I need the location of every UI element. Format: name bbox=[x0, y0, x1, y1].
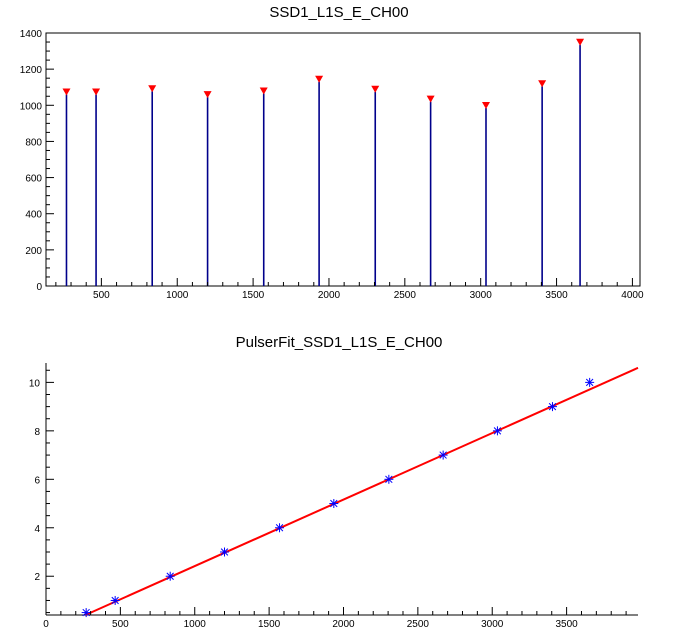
fit-data-point bbox=[384, 474, 394, 484]
spectrum-peak-marker bbox=[148, 85, 157, 93]
fit-x-tick-label: 1500 bbox=[258, 619, 281, 630]
fit-panel: PulserFit_SSD1_L1S_E_CH00 0 500 1000 1500 20… bbox=[29, 334, 639, 630]
spectrum-y-tick-label: 400 bbox=[25, 210, 42, 221]
spectrum-x-tick-label: 4000 bbox=[621, 290, 644, 301]
spectrum-title: SSD1_L1S_E_CH00 bbox=[269, 4, 408, 21]
fit-data-point bbox=[219, 547, 229, 557]
spectrum-peak-marker bbox=[482, 101, 490, 109]
fit-x-tick-label: 3500 bbox=[555, 619, 578, 630]
fit-point-stroke bbox=[385, 475, 393, 484]
fit-x-tick-label: 1000 bbox=[184, 619, 207, 630]
spectrum-peak-marker bbox=[371, 85, 380, 93]
spectrum-y-tick-label: 1200 bbox=[20, 65, 43, 76]
fit-point-stroke bbox=[548, 402, 557, 411]
spectrum-x-tick-label: 3000 bbox=[470, 290, 493, 301]
fit-x-tick-label: 2500 bbox=[407, 619, 430, 630]
spectrum-y-tick-label: 600 bbox=[25, 174, 42, 185]
spectrum-peak-marker bbox=[576, 38, 585, 46]
fit-point-stroke bbox=[493, 427, 502, 435]
spectrum-marks bbox=[62, 38, 585, 286]
fit-x-tick-label: 2000 bbox=[332, 619, 355, 630]
fit-point-stroke bbox=[439, 451, 447, 459]
fit-y-tick-label: 6 bbox=[34, 475, 40, 486]
fit-x-tick-label: 500 bbox=[112, 619, 129, 630]
fit-data-point bbox=[81, 608, 91, 618]
fit-data-point bbox=[275, 523, 285, 533]
fit-line bbox=[85, 366, 639, 616]
spectrum-x-tick-label: 3500 bbox=[545, 290, 568, 301]
spectrum-peak-marker bbox=[538, 80, 547, 88]
spectrum-x-tick-label: 2500 bbox=[394, 290, 417, 301]
fit-data-point bbox=[547, 402, 557, 412]
spectrum-peak-marker bbox=[92, 88, 101, 96]
spectrum-peak-marker bbox=[259, 87, 268, 95]
fit-data-point bbox=[329, 499, 339, 509]
spectrum-y-tick-label: 0 bbox=[36, 282, 42, 293]
fit-title: PulserFit_SSD1_L1S_E_CH00 bbox=[236, 334, 443, 351]
spectrum-y-tick-label: 1000 bbox=[20, 101, 43, 112]
fit-x-tick-label: 0 bbox=[43, 619, 49, 630]
spectrum-peak-marker bbox=[203, 91, 212, 99]
spectrum-y-tick-label: 200 bbox=[25, 246, 42, 257]
spectrum-peak-marker bbox=[62, 88, 71, 96]
fit-point-stroke bbox=[330, 499, 338, 508]
spectrum-frame bbox=[45, 32, 641, 287]
spectrum-panel: SSD1_L1S_E_CH00 500 1000 1500 2000 2500 3000 3… bbox=[20, 4, 644, 301]
spectrum-x-tick-label: 1000 bbox=[166, 290, 189, 301]
spectrum-x-tick-label: 1500 bbox=[242, 290, 265, 301]
fit-data-point bbox=[110, 595, 120, 605]
spectrum-y-tick-label: 800 bbox=[25, 137, 42, 148]
fit-x-tick-label: 3000 bbox=[481, 619, 504, 630]
fit-point-stroke bbox=[111, 596, 119, 605]
fit-point-stroke bbox=[166, 572, 174, 580]
spectrum-peak-marker bbox=[426, 95, 435, 103]
spectrum-x-tick-label: 500 bbox=[93, 290, 110, 301]
fit-point-stroke bbox=[585, 378, 594, 387]
fit-data-point bbox=[438, 450, 448, 460]
fit-point-stroke bbox=[220, 548, 229, 556]
spectrum-peak-marker bbox=[315, 75, 324, 83]
fit-marks bbox=[81, 366, 639, 618]
fit-y-tick-label: 4 bbox=[34, 524, 40, 535]
fit-y-tick-label: 2 bbox=[34, 572, 40, 583]
fit-y-tick-label: 10 bbox=[29, 378, 41, 389]
fit-data-point bbox=[585, 377, 595, 387]
fit-point-stroke bbox=[82, 608, 90, 617]
spectrum-y-tick-label: 1400 bbox=[20, 29, 43, 40]
fit-data-point bbox=[492, 426, 502, 436]
fit-data-point bbox=[165, 571, 175, 581]
fit-y-tick-label: 8 bbox=[34, 427, 40, 438]
spectrum-axes: 500 1000 1500 2000 2500 3000 3500 4000 0 200 400 60… bbox=[20, 29, 644, 301]
spectrum-x-tick-label: 2000 bbox=[318, 290, 341, 301]
fit-point-stroke bbox=[275, 524, 284, 532]
fit-axes: 0 500 1000 1500 2000 2500 3000 3500 2 4 6 8 10 bbox=[29, 369, 627, 630]
